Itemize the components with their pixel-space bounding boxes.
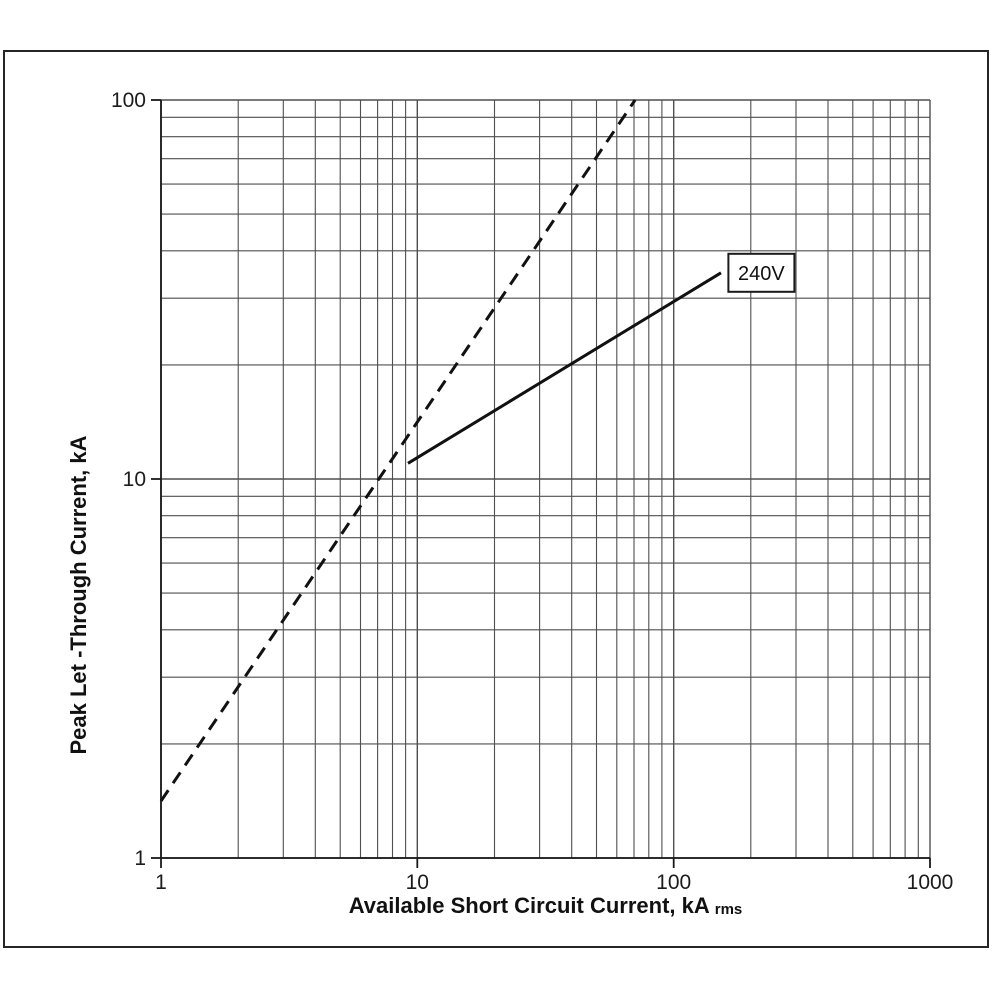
x-tick-label: 1000: [907, 871, 954, 894]
x-axis-title: Available Short Circuit Current, kA rms: [161, 893, 930, 919]
y-tick-label: 100: [111, 89, 146, 112]
x-tick-label: 10: [406, 871, 429, 894]
x-tick-label: 100: [656, 871, 691, 894]
annotation-label: 240V: [738, 263, 785, 285]
y-tick-label: 1: [134, 847, 146, 870]
y-axis-title: Peak Let -Through Current, kA: [66, 435, 91, 755]
y-tick-label: 10: [123, 468, 146, 491]
figure-border: [3, 50, 989, 948]
x-axis-title-subscript: rms: [714, 901, 743, 918]
annotation-box: [727, 252, 796, 293]
x-tick-label: 1: [155, 871, 167, 894]
series-240v-let-through-line: [407, 271, 722, 465]
series-dashed-reference-line: [159, 99, 637, 802]
x-axis-title-text: Available Short Circuit Current, kA: [348, 893, 710, 918]
